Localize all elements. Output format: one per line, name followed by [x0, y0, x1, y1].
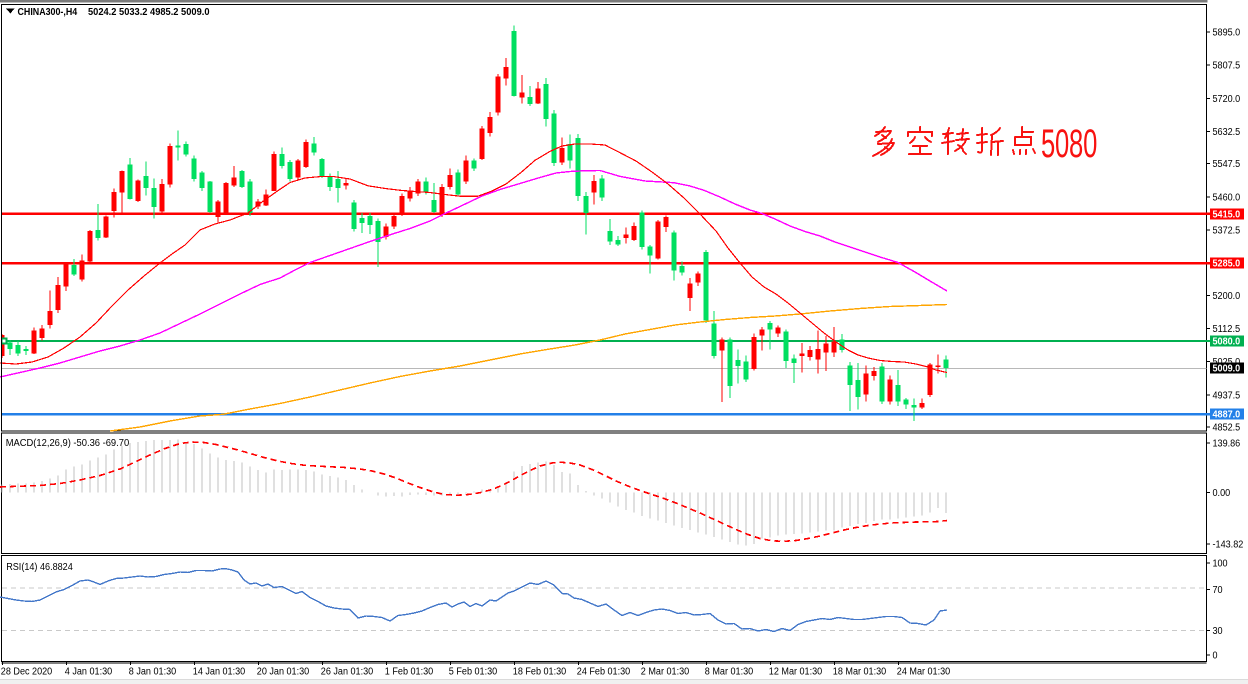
- svg-text:14 Jan 01:30: 14 Jan 01:30: [193, 666, 246, 677]
- svg-text:100: 100: [1213, 559, 1229, 570]
- svg-text:8 Jan 01:30: 8 Jan 01:30: [129, 666, 177, 677]
- svg-text:139.86: 139.86: [1213, 438, 1241, 449]
- svg-text:24 Mar 01:30: 24 Mar 01:30: [897, 666, 951, 677]
- svg-text:5112.5: 5112.5: [1213, 324, 1241, 335]
- svg-text:5 Feb 01:30: 5 Feb 01:30: [449, 666, 498, 677]
- svg-text:5460.0: 5460.0: [1213, 192, 1241, 203]
- svg-text:4852.5: 4852.5: [1213, 423, 1241, 434]
- svg-text:4887.0: 4887.0: [1213, 410, 1241, 421]
- svg-text:70: 70: [1213, 585, 1224, 596]
- svg-text:0: 0: [1213, 651, 1219, 662]
- svg-text:5200.0: 5200.0: [1213, 291, 1241, 302]
- svg-text:MACD(12,26,9) -50.36 -69.70: MACD(12,26,9) -50.36 -69.70: [6, 438, 130, 449]
- svg-text:18 Feb 01:30: 18 Feb 01:30: [513, 666, 567, 677]
- svg-text:5080.0: 5080.0: [1213, 337, 1241, 348]
- svg-text:4 Jan 01:30: 4 Jan 01:30: [65, 666, 113, 677]
- svg-text:5285.0: 5285.0: [1213, 259, 1241, 270]
- svg-text:2 Mar 01:30: 2 Mar 01:30: [641, 666, 690, 677]
- svg-text:RSI(14) 46.8824: RSI(14) 46.8824: [6, 562, 73, 573]
- svg-text:5720.0: 5720.0: [1213, 94, 1241, 105]
- svg-text:1 Feb 01:30: 1 Feb 01:30: [385, 666, 434, 677]
- svg-text:18 Mar 01:30: 18 Mar 01:30: [833, 666, 887, 677]
- svg-text:5024.2 5033.2 4985.2 5009.0: 5024.2 5033.2 4985.2 5009.0: [88, 7, 210, 18]
- svg-text:24 Feb 01:30: 24 Feb 01:30: [577, 666, 631, 677]
- svg-text:5080: 5080: [1041, 122, 1097, 166]
- svg-text:5415.0: 5415.0: [1213, 209, 1241, 220]
- svg-text:5807.5: 5807.5: [1213, 61, 1241, 72]
- svg-text:CHINA300-,H4: CHINA300-,H4: [18, 7, 78, 18]
- svg-text:-143.82: -143.82: [1213, 539, 1244, 550]
- svg-text:12 Mar 01:30: 12 Mar 01:30: [769, 666, 823, 677]
- svg-text:28 Dec 2020: 28 Dec 2020: [1, 666, 53, 677]
- svg-text:20 Jan 01:30: 20 Jan 01:30: [257, 666, 310, 677]
- svg-text:5009.0: 5009.0: [1213, 363, 1241, 374]
- svg-text:0.00: 0.00: [1213, 488, 1231, 499]
- svg-text:26 Jan 01:30: 26 Jan 01:30: [321, 666, 374, 677]
- svg-text:5547.5: 5547.5: [1213, 159, 1241, 170]
- svg-text:4937.5: 4937.5: [1213, 390, 1241, 401]
- svg-text:5372.5: 5372.5: [1213, 226, 1241, 237]
- svg-text:5632.5: 5632.5: [1213, 127, 1241, 138]
- svg-text:5895.0: 5895.0: [1213, 28, 1241, 39]
- svg-text:30: 30: [1213, 626, 1224, 637]
- svg-text:8 Mar 01:30: 8 Mar 01:30: [705, 666, 754, 677]
